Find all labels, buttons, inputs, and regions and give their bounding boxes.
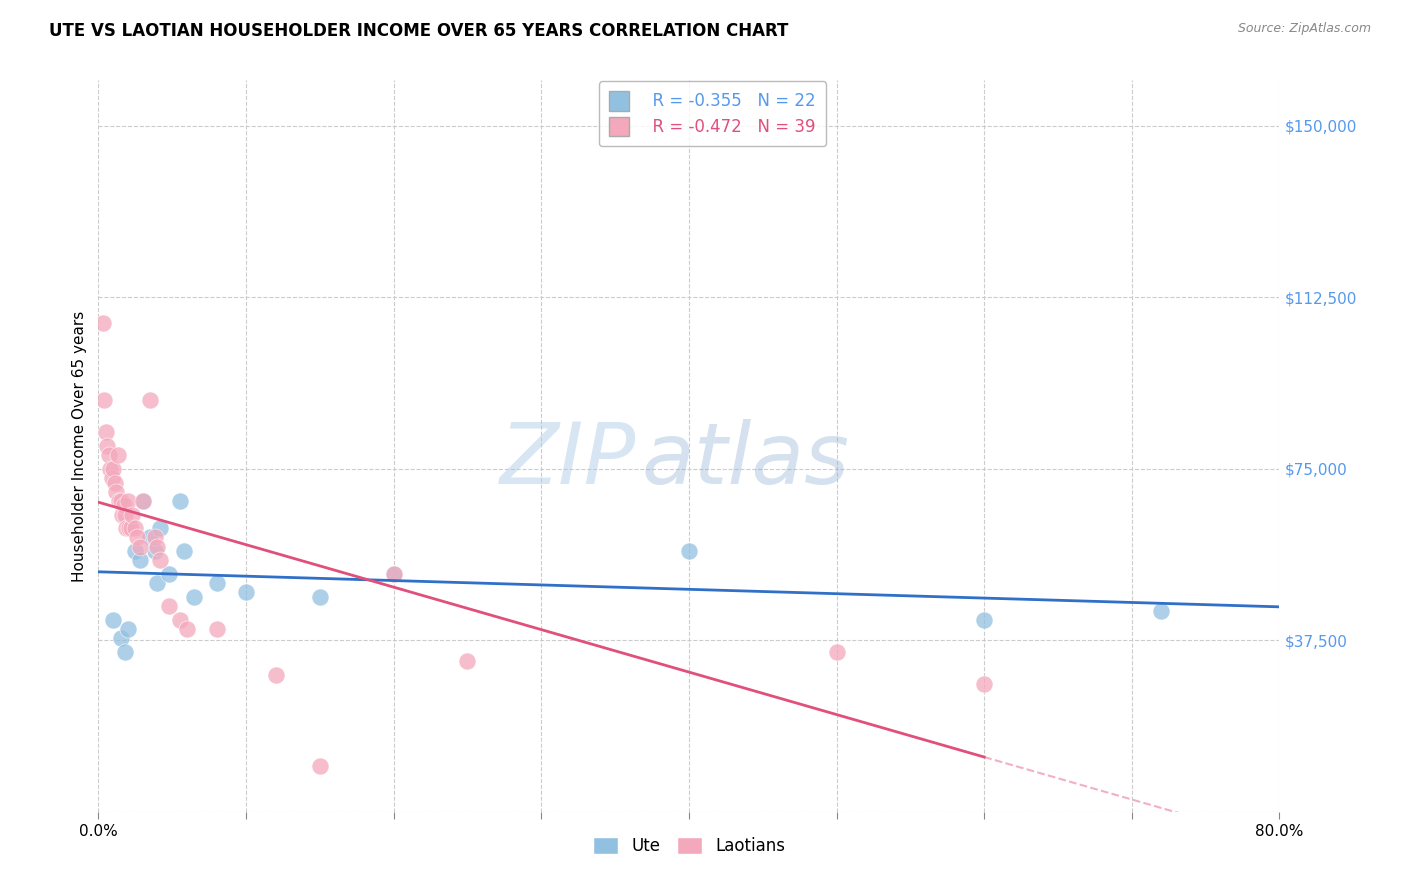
Point — [173, 544, 195, 558]
Point — [382, 567, 405, 582]
Point — [973, 613, 995, 627]
Point — [121, 508, 143, 522]
Point — [157, 599, 180, 613]
Point — [117, 622, 139, 636]
Point — [107, 448, 129, 462]
Point — [146, 576, 169, 591]
Point — [110, 493, 132, 508]
Point — [114, 645, 136, 659]
Point — [120, 521, 142, 535]
Point — [111, 508, 134, 522]
Y-axis label: Householder Income Over 65 years: Householder Income Over 65 years — [72, 310, 87, 582]
Point — [105, 484, 128, 499]
Point — [103, 613, 125, 627]
Point — [176, 622, 198, 636]
Point — [104, 475, 127, 490]
Point — [128, 540, 150, 554]
Point — [108, 493, 131, 508]
Point — [264, 667, 287, 681]
Point — [143, 530, 166, 544]
Point — [457, 654, 479, 668]
Point — [157, 567, 180, 582]
Point — [132, 493, 155, 508]
Point — [309, 759, 332, 773]
Text: Source: ZipAtlas.com: Source: ZipAtlas.com — [1237, 22, 1371, 36]
Point — [124, 521, 146, 535]
Point — [169, 493, 191, 508]
Point — [93, 393, 115, 408]
Point — [143, 544, 166, 558]
Text: UTE VS LAOTIAN HOUSEHOLDER INCOME OVER 65 YEARS CORRELATION CHART: UTE VS LAOTIAN HOUSEHOLDER INCOME OVER 6… — [49, 22, 789, 40]
Point — [149, 553, 172, 567]
Point — [125, 530, 148, 544]
Point — [169, 613, 191, 627]
Point — [117, 493, 139, 508]
Point — [103, 462, 125, 476]
Point — [183, 590, 205, 604]
Point — [94, 425, 117, 440]
Point — [91, 316, 114, 330]
Point — [1150, 603, 1173, 617]
Point — [118, 521, 141, 535]
Point — [205, 576, 228, 591]
Point — [132, 493, 155, 508]
Point — [110, 631, 132, 645]
Point — [146, 540, 169, 554]
Point — [149, 521, 172, 535]
Point — [98, 462, 121, 476]
Point — [382, 567, 405, 582]
Point — [309, 590, 332, 604]
Point — [205, 622, 228, 636]
Point — [139, 393, 162, 408]
Point — [97, 448, 120, 462]
Point — [128, 553, 150, 567]
Point — [678, 544, 700, 558]
Point — [96, 439, 118, 453]
Point — [100, 471, 122, 485]
Point — [139, 530, 162, 544]
Legend: Ute, Laotians: Ute, Laotians — [586, 830, 792, 862]
Point — [114, 508, 136, 522]
Point — [112, 499, 135, 513]
Text: ZIP: ZIP — [499, 419, 636, 502]
Text: atlas: atlas — [641, 419, 849, 502]
Point — [825, 645, 848, 659]
Point — [973, 676, 995, 690]
Point — [124, 544, 146, 558]
Point — [115, 521, 138, 535]
Point — [235, 585, 257, 599]
